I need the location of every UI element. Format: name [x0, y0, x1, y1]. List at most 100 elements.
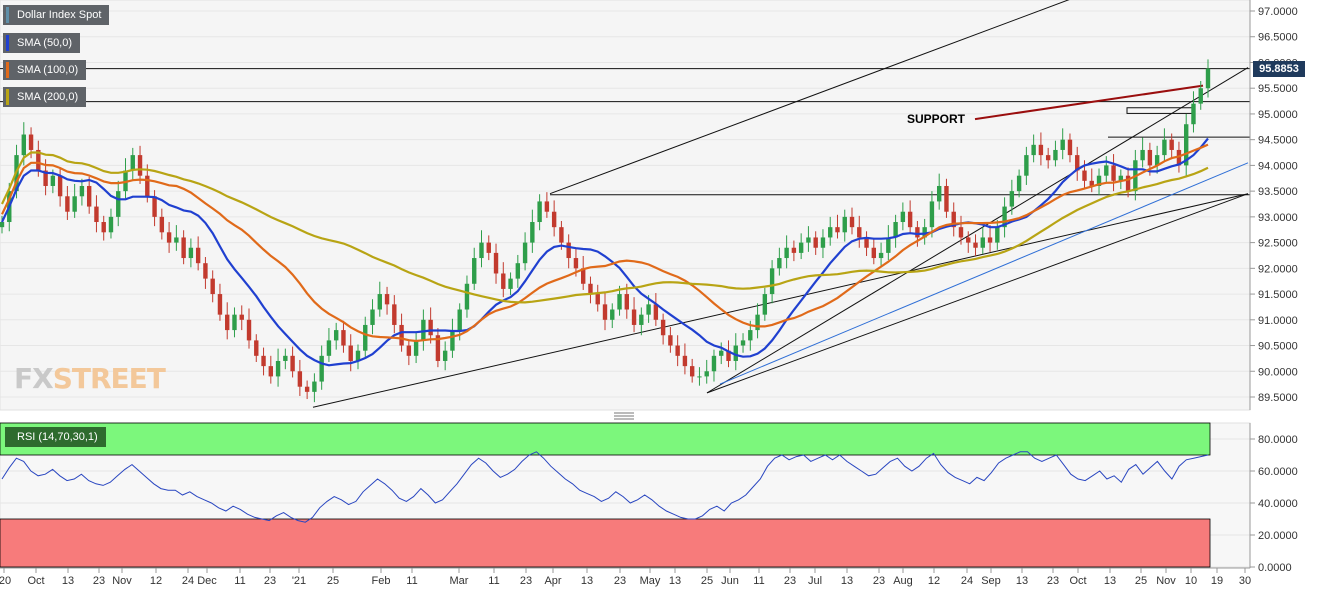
candle-body [65, 196, 70, 212]
pane-resize-handle[interactable] [614, 412, 634, 420]
legend-sma-50[interactable]: SMA (50,0) [3, 33, 81, 53]
candle-body [319, 355, 324, 382]
candle-body [857, 227, 862, 238]
y-tick-label: 94.0000 [1258, 160, 1298, 172]
candle-body [464, 283, 470, 310]
x-tick-label: Nov [1156, 575, 1176, 587]
trendlines [312, 0, 1249, 408]
candle-body [406, 345, 412, 356]
x-tick-label: 23 [93, 575, 105, 587]
candle-body [1016, 175, 1022, 192]
candle-body [588, 283, 593, 295]
sma-50-line [1, 137, 1209, 367]
y-tick-label: 94.5000 [1258, 135, 1298, 147]
candle-body [225, 314, 230, 331]
candle-body [421, 319, 426, 341]
rsi-line [1, 451, 1209, 523]
candle-body [94, 206, 99, 223]
channel-lower-line [312, 193, 1249, 408]
candle-body [842, 216, 847, 233]
legend-label: RSI (14,70,30,1) [17, 431, 98, 443]
fxstreet-logo: FXSTREET [14, 362, 166, 395]
candle-body [551, 211, 557, 228]
candle-body [849, 216, 855, 228]
candle-body [784, 247, 789, 259]
candle-body [995, 227, 1000, 243]
x-tick-label: 25 [1135, 575, 1147, 587]
legend-sma-100[interactable]: SMA (100,0) [3, 60, 87, 80]
candle-body [1169, 139, 1174, 150]
candle-body [457, 309, 462, 331]
candle-body [820, 237, 826, 248]
candle-body [130, 155, 135, 171]
x-tick-label: Dec [197, 575, 217, 587]
candle-body [239, 314, 244, 320]
legend-sma-200[interactable]: SMA (200,0) [3, 87, 87, 107]
candle-body [689, 366, 695, 377]
x-tick-label: May [640, 575, 661, 587]
y-tick-label: 92.0000 [1258, 263, 1298, 275]
candle-body [1075, 155, 1080, 171]
candle-body [871, 247, 877, 259]
candle-body [1176, 149, 1182, 166]
channel-upper-line [549, 0, 1070, 195]
candle-body [1118, 175, 1124, 181]
candle-body [864, 237, 869, 248]
candle-body [268, 366, 274, 377]
legend-dollar-index[interactable]: Dollar Index Spot [3, 5, 110, 25]
x-tick-label: 30 [1239, 575, 1251, 587]
x-tick-label: 11 [488, 575, 499, 587]
x-tick-label: 24 [182, 575, 194, 587]
price-y-axis: 97.000096.500096.000095.500095.000094.50… [1249, 0, 1298, 410]
candle-body [1031, 144, 1036, 156]
candle-body [944, 185, 949, 212]
candle-body [166, 232, 172, 243]
x-tick-label: 19 [1211, 575, 1223, 587]
candle-body [304, 386, 310, 392]
candle-body [413, 340, 419, 356]
candle-body [261, 355, 266, 367]
candle-body [341, 330, 346, 346]
candle-body [980, 237, 985, 248]
candle-body [624, 294, 629, 310]
x-tick-label: Mar [450, 575, 469, 587]
y-tick-label: 60.0000 [1258, 466, 1298, 478]
y-tick-label: 91.0000 [1258, 315, 1298, 327]
candle-body [1154, 155, 1160, 166]
price-plot-area [0, 0, 1251, 411]
candle-body [660, 319, 666, 336]
moving-averages [1, 137, 1209, 367]
candle-body [232, 314, 237, 331]
x-tick-label: 13 [1104, 575, 1116, 587]
x-tick-label: 23 [520, 575, 532, 587]
y-tick-label: 91.5000 [1258, 289, 1298, 301]
y-tick-label: 92.5000 [1258, 238, 1298, 250]
candle-body [769, 268, 775, 295]
y-tick-label: 40.0000 [1258, 498, 1298, 510]
candle-body [893, 222, 898, 238]
support-annotation: SUPPORT [907, 112, 966, 126]
candle-body [1082, 170, 1087, 181]
candle-body [573, 258, 579, 269]
candle-body [987, 237, 993, 243]
x-tick-label: 13 [581, 575, 593, 587]
x-tick-label: 23 [873, 575, 885, 587]
candle-body [181, 237, 186, 259]
sma-100-line [1, 143, 1209, 343]
x-tick-label: Sep [981, 575, 1001, 587]
candle-body [755, 314, 760, 331]
trendline-blue [719, 162, 1249, 385]
candle-body [1104, 165, 1109, 176]
x-tick-label: 13 [62, 575, 74, 587]
candle-body [326, 340, 332, 356]
x-tick-label: Feb [372, 575, 391, 587]
x-tick-label: Aug [893, 575, 913, 587]
legend-rsi[interactable]: RSI (14,70,30,1) [5, 427, 106, 447]
candle-body [0, 222, 5, 228]
x-tick-label: Nov [112, 575, 132, 587]
x-tick-label: Oct [1069, 575, 1086, 587]
x-tick-label: 13 [669, 575, 681, 587]
x-tick-label: 23 [1047, 575, 1059, 587]
rsi-y-axis: 80.0000 60.0000 40.0000 20.0000 0.0000 [1249, 423, 1298, 574]
legend-label: SMA (200,0) [17, 91, 79, 103]
